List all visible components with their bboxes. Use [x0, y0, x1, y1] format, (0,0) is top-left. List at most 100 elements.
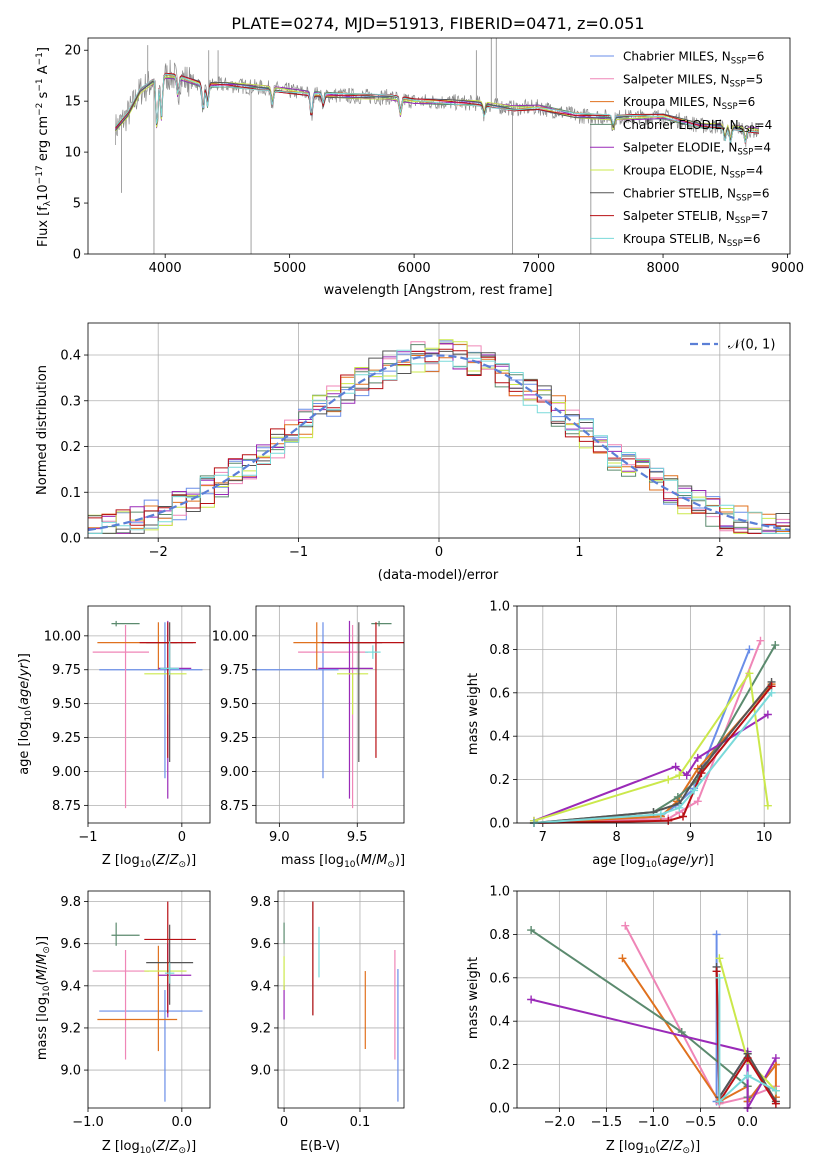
- errorbar-point: [293, 622, 372, 670]
- massweight_vs_age-xtick-label: 7: [539, 830, 547, 845]
- mass-weight-line: [718, 977, 777, 1104]
- mass-weight-marker: [671, 762, 680, 771]
- massweight_vs_Z-xtick-label: 0.0: [737, 1115, 758, 1130]
- mass_vs_Z-ytick-label: 9.6: [60, 937, 81, 952]
- mass-ebv-xlabel: E(B-V): [300, 1139, 340, 1154]
- age_vs_mass-plot: [256, 620, 404, 809]
- mass_vs_ebv-axes: 0 0.1 9.0 9.2 9.4 9.6 9.8: [250, 891, 404, 1130]
- massweight_vs_age-ytick-label: 0.2: [489, 773, 510, 788]
- residuals-ylabel: Normed distribution: [35, 365, 50, 495]
- mass-weight-marker: [712, 967, 721, 976]
- age_vs_Z-ytick-label: 9.00: [52, 765, 81, 780]
- errorbar-point: [371, 620, 392, 627]
- errorbar-point: [92, 624, 149, 809]
- legend-label: Salpeter STELIB, NSSP=7: [623, 209, 768, 226]
- massweight_vs_age-xtick-label: 8: [612, 830, 620, 845]
- mass-weight-marker: [664, 816, 673, 825]
- mass-weight-marker: [675, 803, 684, 812]
- massweight_vs_age-xtick-label: 9: [686, 830, 694, 845]
- legend-label: Salpeter MILES, NSSP=5: [623, 72, 763, 89]
- spectrum-plot: [115, 38, 760, 254]
- mass-weight-marker: [763, 801, 772, 810]
- spectrum-ylabel: Flux [fλ10−17 erg cm−2 s−1 A−1]: [35, 47, 53, 247]
- residuals-ytick-label: 0.2: [60, 440, 81, 455]
- gaussian-reference-curve: [87, 354, 791, 532]
- mass-weight-line: [533, 685, 773, 824]
- mass-weight-line: [624, 925, 777, 1105]
- mass-weight-marker: [679, 812, 688, 821]
- mass-weight-line: [533, 670, 769, 822]
- age_vs_mass-xtick-label: 9.5: [347, 830, 368, 845]
- mass-weight-marker: [697, 769, 706, 778]
- spectrum-ytick-label: 5: [73, 197, 81, 212]
- mass-weight-marker: [743, 1071, 752, 1080]
- legend-label: Kroupa MILES, NSSP=6: [623, 95, 755, 112]
- mass_vs_Z-ytick-label: 9.8: [60, 895, 81, 910]
- errorbar-point: [321, 622, 404, 758]
- mass-weight-marker: [767, 688, 776, 697]
- errorbar-point: [111, 620, 140, 627]
- mass_vs_Z-frame: [87, 890, 211, 1109]
- mass_vs_ebv-frame: [277, 890, 405, 1109]
- mass-weight-marker: [771, 1086, 780, 1095]
- residuals-xtick-label: 1: [575, 545, 583, 560]
- errorbar-point: [144, 960, 187, 982]
- age_vs_Z-axes: −1 0 8.75 9.00 9.25 9.50 9.75 10.00: [44, 606, 210, 845]
- age-z-ylabel: age [log10(age/yr)]: [17, 653, 34, 775]
- residuals-xtick-label: −1: [289, 545, 308, 560]
- massweight_vs_Z-plot: [527, 921, 780, 1112]
- spectrum-ytick-label: 15: [64, 95, 81, 110]
- mass-z-ylabel: mass [log10(M/M⊙)]: [35, 936, 52, 1060]
- errorbar-point: [256, 622, 339, 779]
- mass-weight-marker: [756, 636, 765, 645]
- residuals-xtick-label: 0: [435, 545, 443, 560]
- massweight_vs_Z-ytick-label: 0.6: [489, 971, 510, 986]
- age_vs_Z-ytick-label: 9.75: [52, 663, 81, 678]
- massweight_vs_Z-ytick-label: 0.8: [489, 928, 510, 943]
- age_vs_mass-ytick-label: 9.00: [220, 765, 249, 780]
- age_vs_mass-ytick-label: 9.50: [220, 697, 249, 712]
- massweight_vs_age-ytick-label: 0.0: [489, 817, 510, 832]
- massweight_vs_Z-xtick-label: −2.0: [544, 1115, 576, 1130]
- mass-weight-marker: [693, 753, 702, 762]
- errorbar-point: [337, 673, 369, 715]
- legend-label: Kroupa ELODIE, NSSP=4: [623, 164, 763, 181]
- mass-weight-line: [533, 640, 762, 824]
- massweight_vs_age-ytick-label: 0.6: [489, 686, 510, 701]
- errorbar-point: [144, 901, 196, 1014]
- residuals-plot: [87, 339, 791, 534]
- spectrum-axes: 4000 5000 6000 7000 8000 9000 0 5 10 15 20: [64, 44, 804, 276]
- age-z-xlabel: Z [log10(Z/Z⊙)]: [102, 853, 196, 870]
- mass-weight-marker: [664, 775, 673, 784]
- age_vs_Z-xtick-label: −1: [78, 830, 97, 845]
- age_vs_Z-xtick-label: 0: [178, 830, 186, 845]
- mass-weight-line: [530, 929, 749, 1098]
- massweight_vs_age-xtick-label: 10: [756, 830, 773, 845]
- mass-weight-marker: [677, 1028, 686, 1037]
- spectrum-xtick-label: 4000: [149, 261, 182, 276]
- age_vs_mass-xtick-label: 9.0: [269, 830, 290, 845]
- age_vs_Z-ytick-label: 9.25: [52, 731, 81, 746]
- age_vs_Z-frame: [87, 605, 211, 824]
- legend-label: Chabrier ELODIE, NSSP=4: [623, 118, 772, 135]
- massweight_vs_age-axes: 7 8 9 10 0.0 0.2 0.4 0.6 0.8 1.0: [489, 600, 790, 845]
- age_vs_mass-ytick-label: 9.25: [220, 731, 249, 746]
- mw-age-xlabel: age [log10(age/yr)]: [592, 853, 714, 870]
- age_vs_mass-frame: [255, 605, 405, 824]
- residuals-ytick-label: 0.1: [60, 486, 81, 501]
- massweight_vs_Z-ytick-label: 0.4: [489, 1015, 510, 1030]
- massweight_vs_age-frame: [516, 605, 791, 824]
- residuals-ytick-label: 0.0: [60, 532, 81, 547]
- mass-weight-line: [715, 971, 777, 1105]
- legend-label: Salpeter ELODIE, NSSP=4: [623, 141, 771, 158]
- errorbar-point: [111, 922, 140, 946]
- mass-weight-marker: [743, 1054, 752, 1063]
- age_vs_Z-ytick-label: 9.50: [52, 697, 81, 712]
- spectrum-legend: Chabrier MILES, NSSP=6 Salpeter MILES, NS…: [590, 50, 772, 249]
- residuals-frame: [87, 322, 791, 539]
- spectrum-ytick-label: 20: [64, 44, 81, 59]
- mass-weight-marker: [745, 645, 754, 654]
- age_vs_Z-plot: [92, 620, 203, 809]
- massweight_vs_Z-frame: [516, 890, 791, 1109]
